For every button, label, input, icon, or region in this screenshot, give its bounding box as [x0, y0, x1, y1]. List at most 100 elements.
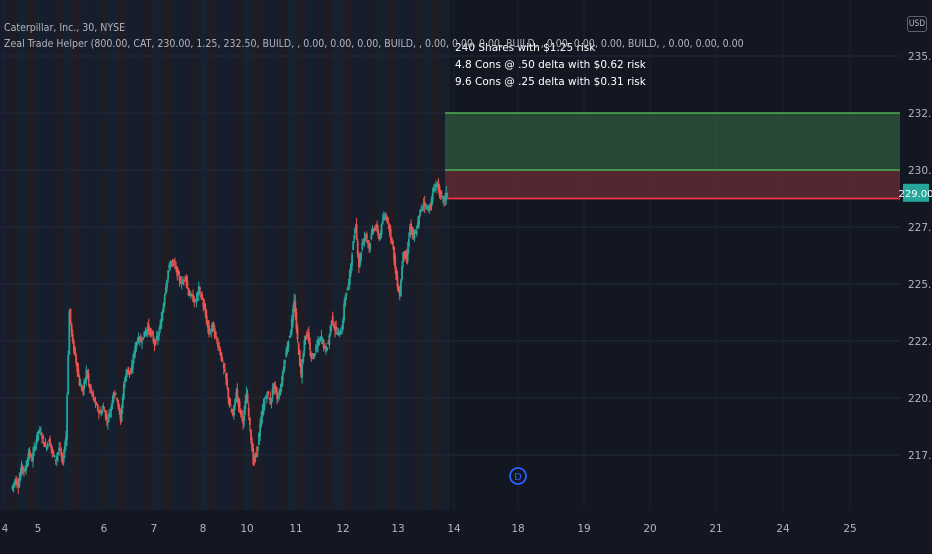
- session-band: [27, 0, 36, 510]
- candle-body: [239, 401, 241, 407]
- price-axis[interactable]: 235.00232.50230.00227.50225.00222.50220.…: [908, 51, 932, 462]
- candle-body: [60, 453, 62, 456]
- price-axis-label: 235.00: [908, 51, 932, 63]
- candle-body: [223, 364, 225, 368]
- candle-body: [252, 448, 254, 464]
- symbol-title[interactable]: Caterpillar, Inc., 30, NYSE: [4, 22, 125, 34]
- candle-body: [158, 332, 160, 336]
- session-band: [189, 0, 198, 510]
- session-band: [54, 0, 63, 510]
- session-band: [45, 0, 54, 510]
- candle-body: [116, 398, 118, 400]
- session-band: [270, 0, 279, 510]
- time-axis-label: 12: [336, 523, 349, 535]
- time-axis-label: 13: [391, 523, 404, 535]
- session-band: [72, 0, 81, 510]
- candle-body: [142, 338, 144, 339]
- candle-body: [231, 409, 233, 412]
- session-band: [378, 0, 387, 510]
- candle-body: [290, 331, 292, 337]
- candle-body: [435, 185, 437, 187]
- trade-zones: [445, 113, 900, 199]
- session-band: [297, 0, 306, 510]
- candle-body: [106, 417, 108, 420]
- candle-body: [328, 335, 330, 344]
- candle-body: [248, 408, 250, 416]
- candle-body: [333, 325, 335, 328]
- candle-body: [243, 410, 245, 421]
- candle-body: [276, 393, 278, 399]
- session-band: [108, 0, 117, 510]
- candle-body: [292, 309, 294, 322]
- last-price-badge: 229.00: [899, 184, 932, 202]
- candle-body: [370, 234, 372, 239]
- time-axis-label: 10: [240, 523, 253, 535]
- candle-body: [64, 446, 66, 453]
- candle-body: [18, 479, 20, 487]
- candle-body: [314, 354, 316, 357]
- candle-body: [394, 256, 396, 268]
- candle-body: [418, 215, 420, 225]
- candle-body: [30, 455, 32, 456]
- candle-body: [215, 332, 217, 338]
- candle-body: [226, 379, 228, 387]
- time-axis-label: 4: [2, 523, 9, 535]
- candle-body: [339, 331, 341, 332]
- indicator-legend[interactable]: Zeal Trade Helper (800.00, CAT, 230.00, …: [4, 38, 744, 50]
- candle-body: [272, 389, 274, 398]
- candle-body: [424, 202, 426, 207]
- candle-body: [322, 339, 324, 340]
- price-axis-label: 217.50: [908, 450, 932, 462]
- candle-body: [266, 396, 268, 397]
- session-band: [18, 0, 27, 510]
- session-band: [180, 0, 189, 510]
- candle-body: [196, 298, 198, 302]
- candle-body: [66, 396, 68, 440]
- candle-body: [296, 313, 298, 329]
- candle-body: [45, 444, 47, 446]
- session-band: [207, 0, 216, 510]
- session-band: [333, 0, 342, 510]
- time-axis-label: 14: [447, 523, 461, 535]
- candle-body: [241, 411, 243, 416]
- candle-body: [335, 327, 337, 330]
- candle-body: [163, 304, 165, 312]
- candle-body: [71, 324, 73, 332]
- candle-body: [36, 440, 38, 446]
- candle-body: [432, 193, 434, 201]
- candle-body: [382, 220, 384, 223]
- candle-body: [345, 293, 347, 296]
- session-band: [369, 0, 378, 510]
- candle-body: [236, 390, 238, 397]
- candle-body: [57, 452, 59, 455]
- candle-body: [282, 372, 284, 381]
- candle-body: [183, 280, 185, 281]
- candle-body: [155, 341, 157, 344]
- candle-body: [32, 453, 34, 461]
- candle-body: [360, 252, 362, 259]
- session-band: [117, 0, 126, 510]
- candle-body: [110, 406, 112, 411]
- candle-body: [316, 346, 318, 349]
- price-axis-label: 225.00: [908, 279, 932, 291]
- candle-body: [247, 394, 249, 403]
- candle-body: [130, 373, 132, 374]
- candle-body: [323, 340, 325, 347]
- candle-body: [167, 270, 169, 279]
- candle-body: [221, 352, 223, 360]
- candle-body: [132, 361, 134, 369]
- session-band: [441, 0, 450, 510]
- currency-badge[interactable]: USD: [907, 16, 927, 32]
- candle-body: [373, 230, 375, 231]
- candle-body: [280, 390, 282, 394]
- dividend-marker-label[interactable]: D: [514, 472, 522, 483]
- candle-body: [93, 397, 95, 401]
- candle-body: [377, 229, 379, 235]
- candle-body: [63, 456, 65, 462]
- candle-body: [149, 328, 151, 334]
- candle-body: [50, 444, 52, 449]
- candle-body: [390, 229, 392, 238]
